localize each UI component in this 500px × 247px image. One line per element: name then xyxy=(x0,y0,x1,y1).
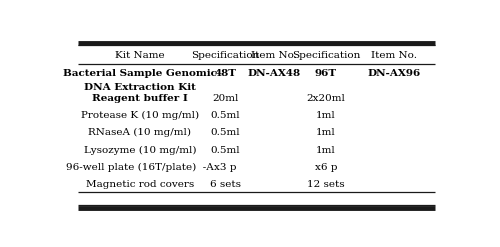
Text: 0.5ml: 0.5ml xyxy=(210,145,240,155)
Text: 1ml: 1ml xyxy=(316,145,336,155)
Text: Specification: Specification xyxy=(292,51,360,60)
Text: 48T: 48T xyxy=(214,69,236,78)
Text: Kit Name: Kit Name xyxy=(115,51,165,60)
Text: Specification: Specification xyxy=(191,51,260,60)
Text: x3 p: x3 p xyxy=(214,163,236,172)
Text: 2x20ml: 2x20ml xyxy=(306,94,346,103)
Text: 20ml: 20ml xyxy=(212,94,238,103)
Text: DNA Extraction Kit: DNA Extraction Kit xyxy=(84,83,196,92)
Text: 1ml: 1ml xyxy=(316,111,336,120)
Text: Reagent buffer I: Reagent buffer I xyxy=(92,94,188,103)
Text: 96-well plate (16T/plate)  -A: 96-well plate (16T/plate) -A xyxy=(66,163,214,172)
Text: 6 sets: 6 sets xyxy=(210,180,241,189)
Text: Bacterial Sample Genomic: Bacterial Sample Genomic xyxy=(63,69,217,78)
Text: Magnetic rod covers: Magnetic rod covers xyxy=(86,180,194,189)
Text: x6 p: x6 p xyxy=(315,163,337,172)
Text: Protease K (10 mg/ml): Protease K (10 mg/ml) xyxy=(81,111,199,120)
Text: 0.5ml: 0.5ml xyxy=(210,111,240,120)
Text: 12 sets: 12 sets xyxy=(307,180,345,189)
Text: Lysozyme (10 mg/ml): Lysozyme (10 mg/ml) xyxy=(84,145,196,155)
Text: DN-AX48: DN-AX48 xyxy=(247,69,300,78)
Text: 0.5ml: 0.5ml xyxy=(210,128,240,137)
Text: Item No.: Item No. xyxy=(371,51,417,60)
Text: Item No.: Item No. xyxy=(250,51,296,60)
Text: 1ml: 1ml xyxy=(316,128,336,137)
Text: 96T: 96T xyxy=(315,69,337,78)
Text: RNaseA (10 mg/ml): RNaseA (10 mg/ml) xyxy=(88,128,192,138)
Text: DN-AX96: DN-AX96 xyxy=(367,69,420,78)
